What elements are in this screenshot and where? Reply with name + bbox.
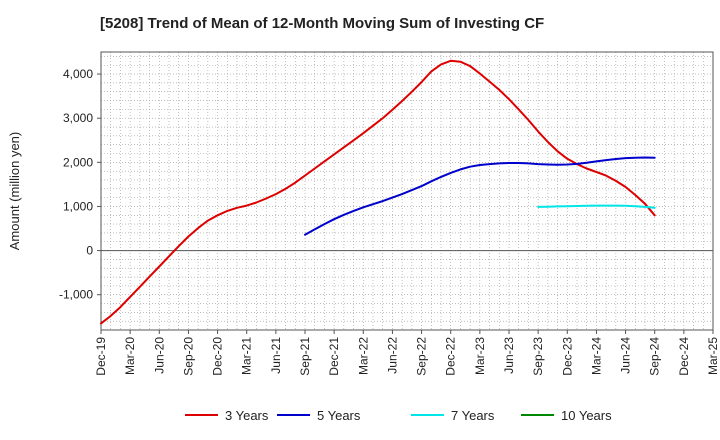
y-tick-label: 4,000 [63, 67, 93, 81]
x-tick-label: Dec-24 [677, 337, 691, 376]
x-tick-label: Jun-21 [269, 337, 283, 374]
y-tick-label: 2,000 [63, 155, 93, 169]
x-tick-label: Mar-22 [356, 337, 370, 375]
y-axis-title: Amount (million yen) [7, 132, 22, 251]
plot-frame [100, 51, 714, 331]
x-tick-label: Jun-20 [152, 337, 166, 374]
series-line-7-years [537, 204, 656, 209]
y-axis: -1,000 0 1,000 2,000 3,000 4,000 [59, 67, 101, 302]
x-tick-label: Jun-24 [619, 337, 633, 374]
x-tick-label: Mar-25 [706, 337, 720, 375]
x-tick-label: Sep-24 [648, 337, 662, 376]
series-line-5-years [304, 156, 656, 236]
legend: 3 Years 5 Years 7 Years 10 Years [185, 408, 612, 423]
x-tick-label: Dec-19 [94, 337, 108, 376]
legend-label: 5 Years [317, 408, 361, 423]
y-tick-label: -1,000 [59, 288, 93, 302]
x-tick-label: Sep-22 [415, 337, 429, 376]
legend-label: 7 Years [451, 408, 495, 423]
legend-label: 10 Years [561, 408, 612, 423]
x-tick-label: Dec-22 [444, 337, 458, 376]
x-tick-label: Mar-21 [240, 337, 254, 375]
x-tick-label: Mar-23 [473, 337, 487, 375]
series-layer [100, 59, 656, 325]
x-tick-label: Jun-23 [502, 337, 516, 374]
y-tick-label: 3,000 [63, 111, 93, 125]
x-tick-label: Sep-21 [298, 337, 312, 376]
x-tick-label: Sep-23 [531, 337, 545, 376]
legend-label: 3 Years [225, 408, 269, 423]
x-tick-label: Dec-21 [327, 337, 341, 376]
x-axis: Dec-19 Mar-20 Jun-20 Sep-20 Dec-20 Mar-21 Jun-… [94, 330, 720, 376]
series-line-3-years [100, 59, 656, 325]
y-tick-label: 1,000 [63, 199, 93, 213]
x-tick-label: Mar-24 [589, 337, 603, 375]
x-tick-label: Mar-20 [123, 337, 137, 375]
x-tick-label: Sep-20 [181, 337, 195, 376]
x-tick-label: Dec-20 [211, 337, 225, 376]
y-tick-label: 0 [86, 244, 93, 258]
chart-title: [5208] Trend of Mean of 12-Month Moving … [100, 15, 545, 32]
x-tick-label: Dec-23 [560, 337, 574, 376]
x-tick-label: Jun-22 [385, 337, 399, 374]
grid [100, 52, 714, 331]
